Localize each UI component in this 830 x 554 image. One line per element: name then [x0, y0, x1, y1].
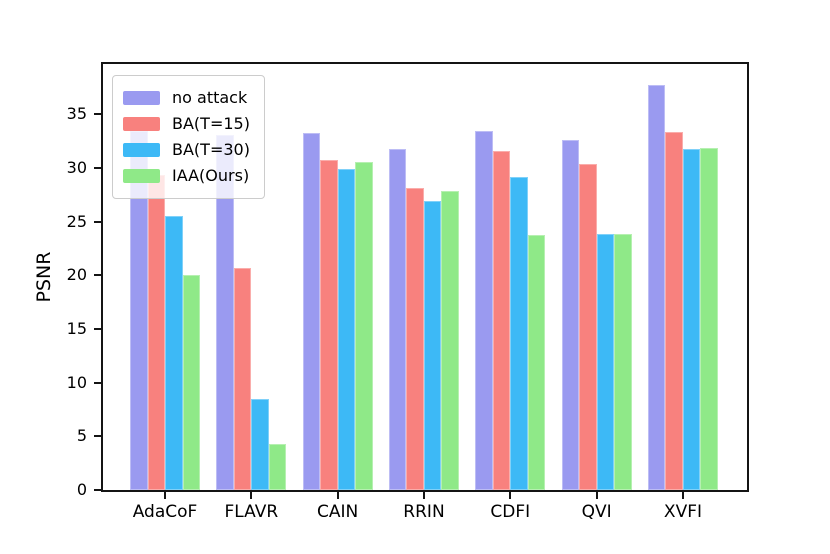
y-tick-mark-30	[94, 167, 101, 170]
bar-XVFI-BA(T=30)	[682, 148, 701, 490]
y-tick-label-30: 30	[66, 158, 87, 178]
legend-label: BA(T=15)	[172, 114, 250, 133]
legend-label: BA(T=30)	[172, 140, 250, 159]
bar-CDFI-BA(T=30)	[510, 176, 528, 490]
bar-AdaCoF-IAA(Ours)	[182, 275, 200, 490]
y-tick-label-5: 5	[76, 426, 87, 446]
bar-CAIN-BA(T=15)	[320, 159, 338, 490]
y-tick-mark-0	[94, 489, 101, 491]
x-tick-label-XVFI: XVFI	[663, 502, 703, 522]
bar-XVFI-no attack	[647, 85, 666, 490]
bar-CAIN-IAA(Ours)	[355, 161, 373, 490]
y-tick-mark-35	[94, 113, 101, 116]
x-tick-mark-FLAVR	[250, 492, 253, 499]
x-tick-label-RRIN: RRIN	[403, 502, 445, 522]
y-tick-label-0: 0	[76, 480, 87, 499]
x-tick-label-AdaCoF: AdaCoF	[132, 502, 198, 522]
legend-swatch-icon	[123, 143, 160, 157]
legend-entry-BA(T=15): BA(T=15)	[123, 111, 250, 137]
legend-entry-no attack: no attack	[123, 85, 250, 111]
bar-RRIN-BA(T=15)	[406, 188, 424, 490]
bar-CDFI-IAA(Ours)	[527, 234, 546, 490]
legend-label: no attack	[172, 88, 248, 107]
bar-CAIN-no attack	[302, 132, 321, 490]
bar-XVFI-BA(T=15)	[665, 131, 683, 490]
y-tick-label-25: 25	[66, 211, 87, 231]
bar-QVI-BA(T=30)	[596, 233, 615, 490]
legend-label: IAA(Ours)	[172, 166, 250, 185]
x-tick-mark-AdaCoF	[164, 492, 166, 499]
y-tick-label-10: 10	[66, 372, 87, 392]
y-tick-label-20: 20	[66, 265, 87, 285]
bar-QVI-no attack	[561, 140, 580, 490]
bar-CDFI-no attack	[475, 130, 493, 490]
plot-area: no attack BA(T=15) BA(T=30) IAA(Ours)	[101, 62, 749, 492]
y-tick-mark-25	[94, 220, 101, 223]
bar-QVI-BA(T=15)	[579, 163, 597, 490]
y-tick-mark-10	[94, 381, 101, 384]
bar-AdaCoF-BA(T=30)	[165, 216, 183, 490]
legend: no attack BA(T=15) BA(T=30) IAA(Ours)	[112, 75, 265, 199]
bar-AdaCoF-BA(T=15)	[147, 174, 165, 490]
x-tick-mark-CAIN	[336, 492, 339, 499]
y-tick-mark-15	[94, 328, 101, 331]
x-tick-label-FLAVR: FLAVR	[224, 502, 279, 522]
bar-RRIN-IAA(Ours)	[441, 190, 459, 490]
bar-RRIN-BA(T=30)	[423, 201, 442, 490]
bar-CAIN-BA(T=30)	[337, 169, 356, 490]
bar-QVI-IAA(Ours)	[614, 233, 632, 490]
bar-XVFI-IAA(Ours)	[700, 147, 718, 490]
legend-swatch-icon	[123, 117, 160, 131]
bar-RRIN-no attack	[388, 148, 407, 490]
x-tick-mark-XVFI	[681, 492, 684, 499]
legend-entry-BA(T=30): BA(T=30)	[123, 137, 250, 163]
legend-swatch-icon	[123, 169, 160, 183]
x-tick-mark-RRIN	[422, 492, 425, 499]
legend-entry-IAA(Ours): IAA(Ours)	[123, 163, 250, 189]
bar-FLAVR-IAA(Ours)	[268, 443, 287, 490]
y-tick-label-15: 15	[66, 319, 87, 339]
x-tick-label-CDFI: CDFI	[490, 502, 531, 522]
y-tick-mark-5	[94, 435, 101, 438]
y-tick-label-35: 35	[66, 104, 87, 124]
x-tick-mark-CDFI	[509, 492, 512, 499]
x-tick-label-CAIN: CAIN	[317, 502, 359, 522]
legend-swatch-icon	[123, 91, 160, 105]
bar-CDFI-BA(T=15)	[492, 150, 511, 490]
x-tick-label-QVI: QVI	[581, 502, 612, 522]
x-tick-mark-QVI	[595, 492, 598, 499]
y-tick-mark-20	[94, 274, 101, 277]
bar-FLAVR-BA(T=15)	[233, 267, 252, 490]
bar-FLAVR-BA(T=30)	[251, 398, 269, 490]
